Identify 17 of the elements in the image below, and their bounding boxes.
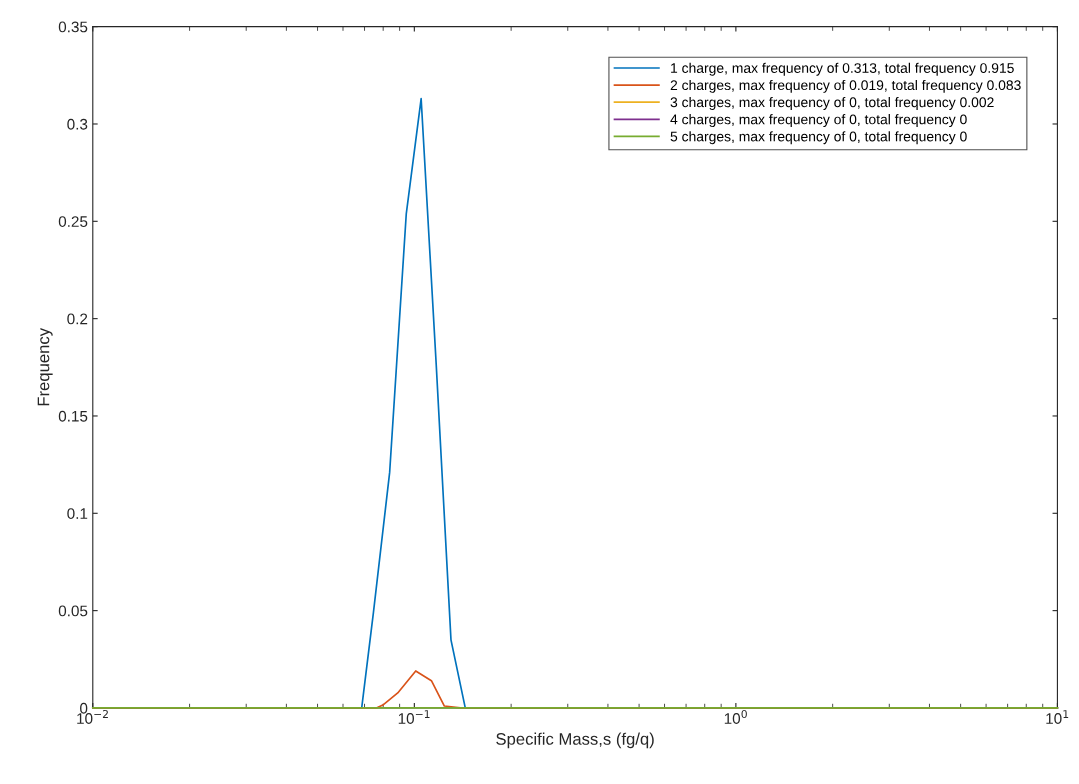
y-axis-title: Frequency [37,327,53,406]
legend-label: 4 charges, max frequency of 0, total frequency 0 [670,114,967,128]
x-tick-label: 10$^{1}$ [1046,710,1069,724]
legend-label: 5 charges, max frequency of 0, total frequency 0 [670,131,967,145]
x-tick-label: 10$^{−1}$ [398,710,430,724]
y-tick-label: 0.2 [67,313,88,325]
y-tick-label: 0.1 [67,508,88,519]
y-tick-label: 0.15 [58,410,88,422]
x-tick-label: 10$^{0}$ [724,709,747,724]
legend-label: 3 charges, max frequency of 0, total frequency 0.002 [670,96,994,110]
legend-label: 1 charge, max frequency of 0.313, total frequency 0.915 [671,62,1014,76]
y-tick-label: 0.05 [58,605,88,617]
y-tick-label: 0.25 [58,216,88,227]
y-tick-label: 0.3 [67,118,88,130]
x-axis-title: Specific Mass,s (fg/q) [496,732,654,749]
legend-label: 2 charges, max frequency of 0.019, total frequency 0.083 [670,79,1021,93]
y-tick-label: 0.35 [58,21,88,33]
